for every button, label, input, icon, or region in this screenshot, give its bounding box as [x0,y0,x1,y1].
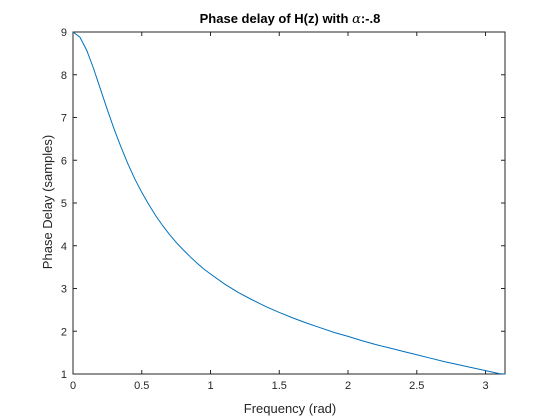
y-tick-label: 3 [61,284,67,296]
y-tick-label: 8 [61,70,67,82]
x-axis-label: Frequency (rad) [244,401,336,416]
axes-box [72,31,506,375]
x-tick-label: 2.5 [409,380,424,392]
x-tick-label: 0.5 [134,380,149,392]
y-tick-label: 5 [61,198,67,210]
y-tick-label: 9 [61,27,67,39]
y-tick-label: 7 [61,113,67,125]
x-tick-label: 1.5 [272,380,287,392]
y-tick-label: 2 [61,326,67,338]
chart-title-alpha-symbol: α [352,12,361,27]
x-tick-label: 0 [70,380,76,392]
x-tick-label: 1 [207,380,213,392]
y-tick-label: 4 [61,241,67,253]
phase-delay-line [72,31,506,375]
chart-title: Phase delay of H(z) with α:-.8 [200,11,381,27]
x-tick-label: 3 [482,380,488,392]
x-tick-label: 2 [345,380,351,392]
tick-labels-layer: 0 0.5 1 1.5 2 2.5 3 1 2 3 4 5 6 7 8 9 [61,27,489,392]
chart-title-suffix: :-.8 [361,11,381,26]
y-axis-label: Phase Delay (samples) [40,135,55,269]
y-tick-label: 6 [61,155,67,167]
ticks-layer [72,31,505,375]
chart-title-prefix: Phase delay of H(z) with [200,11,352,26]
y-tick-label: 1 [61,369,67,381]
